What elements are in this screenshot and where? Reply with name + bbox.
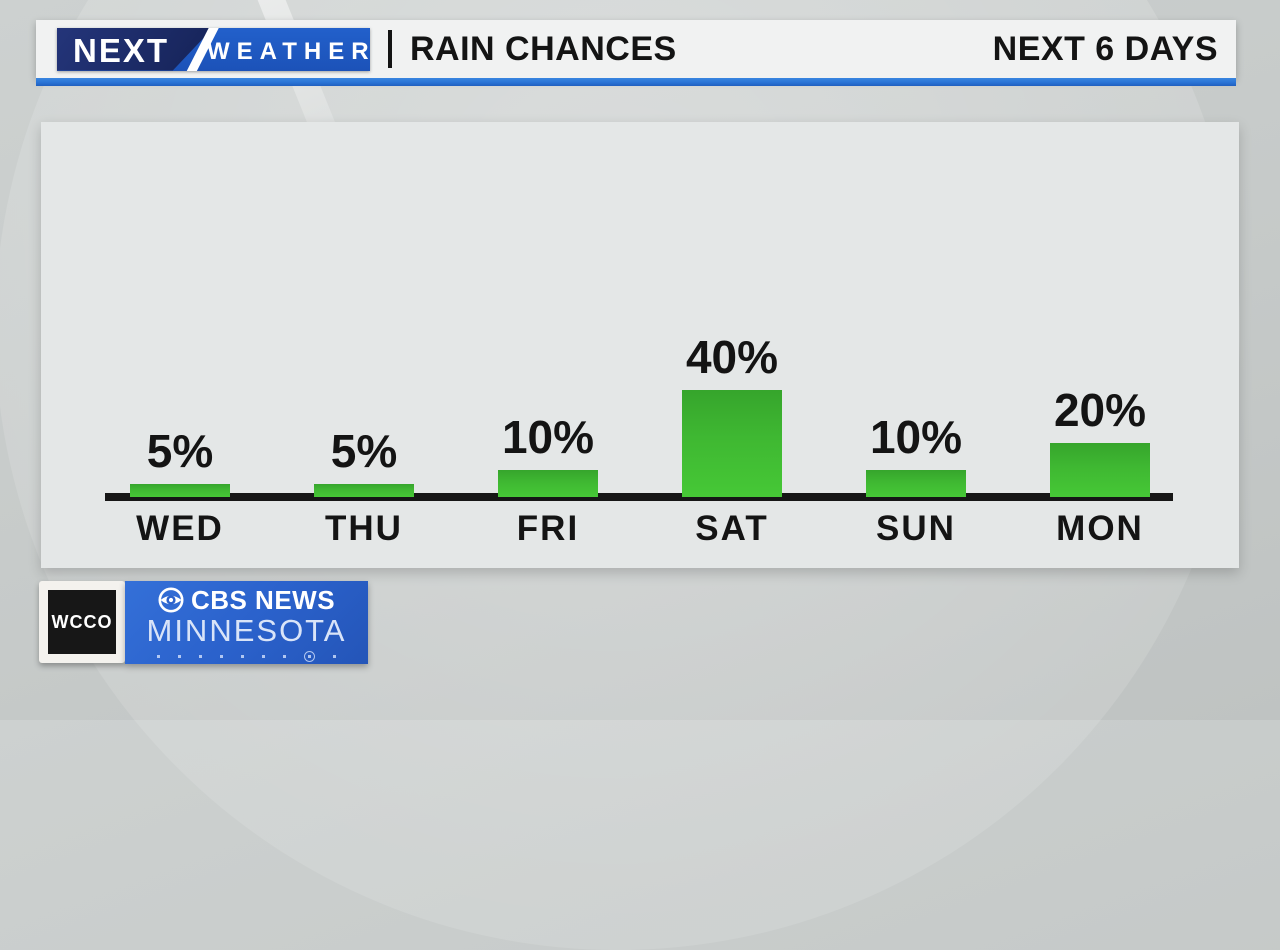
wcco-station-badge: WCCO bbox=[39, 581, 125, 663]
cbs-news-text: CBS NEWS bbox=[190, 584, 336, 615]
cbs-dot bbox=[283, 654, 286, 658]
cbs-dot bbox=[220, 654, 223, 658]
bar-fri bbox=[498, 470, 598, 497]
bar-chart: 5% WED 5% THU 10% FRI 40% SAT 10% SUN 20% MON bbox=[41, 122, 1239, 568]
cbs-dot bbox=[241, 654, 244, 658]
bar-value-label-fri: 10% bbox=[501, 411, 595, 463]
bar-category-label-mon: MON bbox=[1056, 509, 1144, 548]
cbs-eye-icon bbox=[158, 587, 184, 612]
logo-weather-text: WEATHER bbox=[207, 37, 370, 65]
wcco-station-text: WCCO bbox=[51, 611, 113, 632]
bar-mon bbox=[1050, 443, 1150, 497]
bar-thu bbox=[314, 484, 414, 497]
bar-value-label-sun: 10% bbox=[869, 411, 963, 463]
cbs-dots-row bbox=[157, 650, 336, 663]
bar-category-label-fri: FRI bbox=[516, 509, 580, 548]
header-accent-stripe bbox=[36, 78, 1236, 86]
chart-panel: 5% WED 5% THU 10% FRI 40% SAT 10% SUN 20% MON bbox=[41, 122, 1239, 568]
logo-next-text: NEXT bbox=[73, 31, 170, 69]
title-separator bbox=[388, 30, 392, 68]
bar-value-label-sat: 40% bbox=[685, 331, 779, 383]
cbs-news-row: CBS NEWS bbox=[158, 587, 335, 613]
bar-value-label-wed: 5% bbox=[146, 425, 214, 477]
cbs-news-badge: CBS NEWS MINNESOTA bbox=[125, 581, 368, 664]
bar-sat bbox=[682, 390, 782, 497]
cbs-dot bbox=[157, 654, 160, 658]
bar-sun bbox=[866, 470, 966, 497]
next-weather-logo: NEXT WEATHER bbox=[57, 27, 370, 71]
cbs-dot bbox=[262, 654, 265, 658]
x-axis-line bbox=[105, 493, 1173, 501]
bar-category-label-thu: THU bbox=[325, 509, 403, 548]
cbs-dot bbox=[333, 654, 336, 658]
bar-category-label-sat: SAT bbox=[695, 509, 769, 548]
cbs-region-text: MINNESOTA bbox=[146, 612, 347, 648]
bar-category-label-wed: WED bbox=[136, 509, 224, 548]
cbs-dot bbox=[308, 654, 311, 658]
weather-graphic: NEXT WEATHER RAIN CHANCES NEXT 6 DAYS 5%… bbox=[0, 0, 1240, 950]
bar-wed bbox=[130, 484, 230, 497]
bar-value-label-mon: 20% bbox=[1053, 384, 1147, 436]
bar-value-label-thu: 5% bbox=[330, 425, 398, 477]
cbs-dot bbox=[178, 654, 181, 658]
page-title: RAIN CHANCES bbox=[410, 29, 677, 68]
cbs-dot bbox=[199, 654, 202, 658]
header-bar: NEXT WEATHER RAIN CHANCES NEXT 6 DAYS bbox=[36, 20, 1236, 78]
bar-category-label-sun: SUN bbox=[876, 509, 956, 548]
wcco-inner-square: WCCO bbox=[48, 590, 116, 654]
cbs-ringed-dot bbox=[304, 650, 315, 662]
period-label: NEXT 6 DAYS bbox=[992, 29, 1218, 68]
